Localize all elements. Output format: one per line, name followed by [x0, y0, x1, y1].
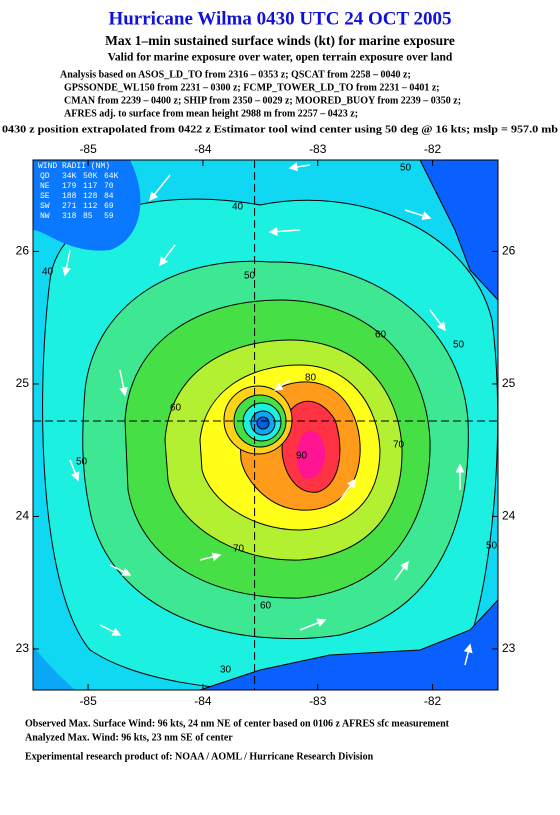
wind-field — [33, 160, 498, 690]
contour-label: 50 — [486, 541, 498, 552]
map-frame — [32, 159, 499, 691]
contour-label: 60 — [170, 403, 182, 414]
validity: Valid for marine exposure over water, op… — [108, 52, 453, 64]
wind-radii-cell: 85 — [83, 212, 93, 221]
wind-arrow — [299, 618, 327, 631]
wind-radii-table: WIND RADII (NM) QD 34K 50K 64K NE 179 117 70 SE 1… — [38, 162, 119, 221]
wind-radii-cell: NW — [40, 212, 50, 221]
contour-labels: 40 40 50 50 60 60 60 70 70 80 90 50 50 3… — [42, 163, 498, 676]
wind-radii-cell: NE — [40, 182, 50, 191]
contour-label: 50 — [453, 340, 465, 351]
wind-radii-cell: 271 — [62, 202, 77, 211]
wind-arrow — [62, 249, 71, 277]
wind-radii-cell: 84 — [104, 192, 114, 201]
wind-arrow — [394, 560, 409, 581]
wind-radii-cell: 179 — [62, 182, 77, 191]
x-tick-label: -83 — [309, 694, 327, 708]
analysis-line: AFRES adj. to surface from mean height 2… — [64, 108, 358, 119]
wind-radii-cell: 112 — [83, 202, 98, 211]
analysis-line: CMAN from 2239 – 0400 z; SHIP from 2350 … — [64, 95, 461, 106]
contour-label: 50 — [76, 457, 88, 468]
y-tick-label: 25 — [502, 376, 516, 390]
contour-max — [297, 430, 326, 479]
footer-line: Observed Max. Surface Wind: 96 kts, 24 n… — [25, 718, 450, 729]
wind-arrow — [273, 379, 291, 391]
y-tick-label: 23 — [502, 641, 516, 655]
wind-arrow — [109, 564, 132, 576]
contour-label: 60 — [260, 601, 272, 612]
position-note: 0430 z position extrapolated from 0422 z… — [2, 124, 559, 135]
wind-radii-cell: 69 — [104, 202, 114, 211]
contour-label: 70 — [393, 440, 405, 451]
y-tick-label: 26 — [16, 244, 30, 258]
wind-arrow — [339, 478, 356, 501]
analysis-line: Analysis based on ASOS_LD_TO from 2316 –… — [60, 69, 411, 80]
wind-radii-cell: QD — [40, 172, 50, 181]
contour-label: 40 — [42, 267, 54, 278]
y-tick-label: 26 — [502, 244, 516, 258]
wind-radii-cell: 117 — [83, 182, 98, 191]
x-tick-label: -85 — [79, 142, 97, 156]
contour-label: 40 — [232, 202, 244, 213]
wind-arrow — [159, 244, 176, 267]
contour-label: 50 — [400, 163, 412, 174]
wind-arrow — [99, 624, 122, 636]
title: Hurricane Wilma 0430 UTC 24 OCT 2005 — [108, 8, 451, 29]
wind-radii-cell: 59 — [104, 212, 114, 221]
eye — [256, 416, 270, 430]
wind-radii-cell: 70 — [104, 182, 114, 191]
x-tick-label: -84 — [194, 142, 212, 156]
wind-arrow — [149, 174, 171, 202]
contour-label: 30 — [220, 665, 232, 676]
wind-arrow — [463, 643, 473, 666]
wind-arrow — [268, 227, 301, 236]
wind-radii-cell: 34K — [62, 172, 77, 181]
wind-radii-cell: SW — [40, 202, 50, 211]
contour-label: 80 — [305, 373, 317, 384]
x-tick-label: -82 — [424, 142, 442, 156]
wind-arrow — [199, 552, 222, 562]
analysis-line: GPSSONDE_WL150 from 2231 – 0300 z; FCMP_… — [64, 82, 440, 93]
wind-arrow — [429, 309, 446, 332]
wind-arrow — [69, 459, 80, 482]
wind-radii-cell: SE — [40, 192, 50, 201]
wind-radii-title: WIND RADII (NM) — [38, 162, 110, 171]
footer-line: Experimental research product of: NOAA /… — [25, 751, 374, 762]
y-tick-label: 23 — [16, 641, 30, 655]
axes: -85 -85 -84 -84 -83 -83 -82 -82 23 23 24 24 25 25 26 26 — [16, 142, 516, 708]
y-tick-label: 24 — [16, 509, 30, 523]
wind-arrow — [288, 162, 311, 172]
y-tick-label: 24 — [502, 509, 516, 523]
wind-arrow — [119, 369, 128, 397]
y-tick-label: 25 — [16, 376, 30, 390]
x-tick-label: -82 — [424, 694, 442, 708]
subtitle: Max 1–min sustained surface winds (kt) f… — [105, 33, 455, 48]
florida-land — [419, 160, 498, 301]
x-tick-label: -84 — [194, 694, 212, 708]
wind-radii-cell: 50K — [83, 172, 98, 181]
corner-low — [33, 160, 141, 251]
x-tick-label: -83 — [309, 142, 327, 156]
contour-label: 50 — [244, 271, 256, 282]
contour-label: 90 — [296, 451, 308, 462]
footer-line: Analyzed Max. Wind: 96 kts, 23 nm SE of … — [25, 732, 233, 743]
cuba-land — [199, 599, 498, 690]
contour-label: 60 — [375, 330, 387, 341]
contour-label: 70 — [233, 544, 245, 555]
wind-radii-cell: 64K — [104, 172, 119, 181]
wind-radii-cell: 188 — [62, 192, 77, 201]
wind-arrow — [404, 209, 432, 221]
wind-radii-cell: 128 — [83, 192, 98, 201]
wind-radii-cell: 318 — [62, 212, 77, 221]
x-tick-label: -85 — [79, 694, 97, 708]
